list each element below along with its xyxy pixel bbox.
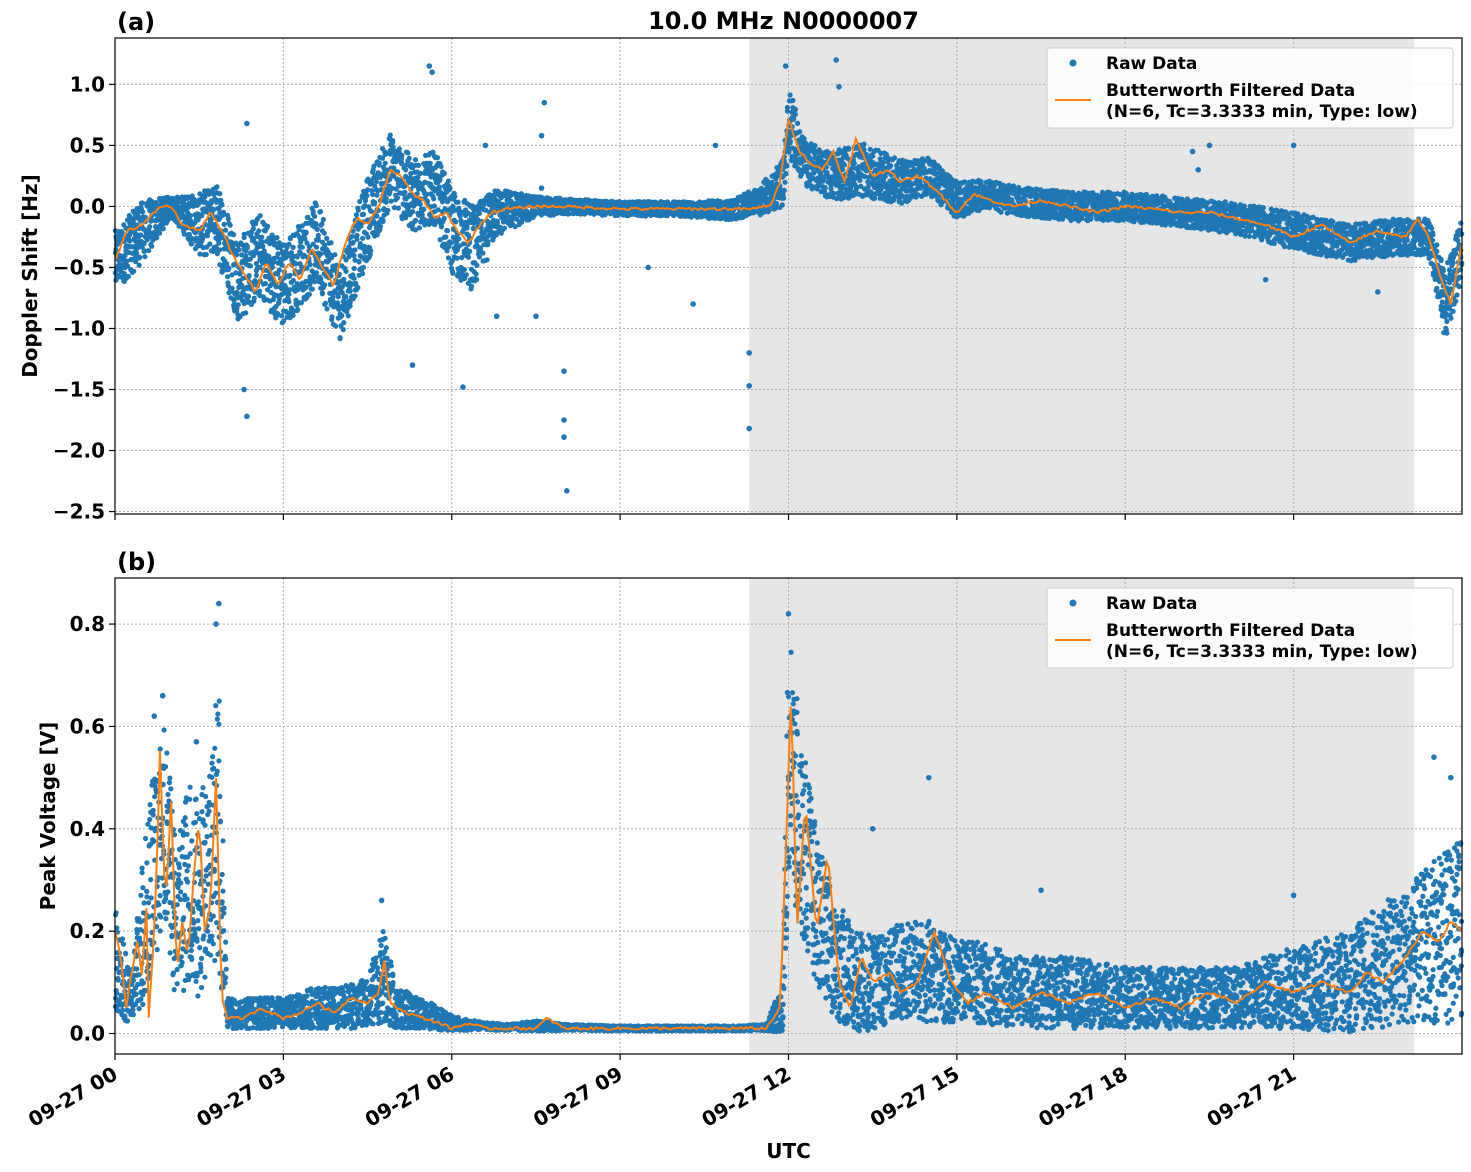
panel-b-raw-outlier-point (1290, 892, 1297, 899)
panel-a-ytick-label: −0.5 (53, 255, 105, 279)
panel-a-raw-outlier-point (645, 264, 651, 271)
panel-a-legend-filtered-params: (N=6, Tc=3.3333 min, Type: low) (1106, 102, 1418, 122)
panel-a-raw-outlier-point (1375, 289, 1381, 295)
panel-b-raw-outlier-point (216, 600, 222, 607)
panel-a-raw-outlier-point (782, 63, 789, 69)
panel-a-raw-outlier-point (1206, 142, 1213, 149)
panel-b-legend-filtered-label: Butterworth Filtered Data (1106, 621, 1355, 641)
panel-a-raw-outlier-point (1195, 167, 1202, 173)
panel-a-raw-outlier-point (746, 425, 753, 432)
panel-a-raw-outlier-point (244, 413, 250, 420)
panel-a-legend-filtered-label: Butterworth Filtered Data (1106, 81, 1355, 101)
panel-a-raw-outlier-point (1189, 148, 1196, 155)
panel-b-raw-outlier-point (193, 738, 200, 745)
panel-a-raw-outlier-point (533, 313, 539, 320)
panel-a-ytick-label: −2.5 (53, 500, 105, 524)
panel-a-raw-outlier-point (538, 132, 545, 139)
panel-a-raw-outlier-point (746, 383, 753, 389)
panel-a-raw-outlier-point (561, 417, 567, 423)
panel-b-ytick-label: 0.4 (70, 817, 105, 841)
panel-a-raw-outlier-point (538, 185, 545, 191)
panel-a-raw-data-series (112, 57, 1465, 494)
panel-b-raw-outlier-point (213, 621, 219, 627)
panel-a-ytick-label: 0.0 (70, 194, 105, 218)
panel-a-y-ticks: 1.0 0.5 0.0 −0.5 −1.0 −1.5 −2.0 −2.5 (53, 72, 115, 524)
panel-a-raw-outlier-point (561, 368, 567, 375)
panel-b-raw-outlier-point (1431, 754, 1437, 760)
panel-a-raw-outlier-point (541, 99, 548, 106)
panel-b-legend-raw-marker (1069, 599, 1077, 607)
panel-a-raw-outlier-point (426, 63, 433, 69)
panel-a: 1.0 0.5 0.0 −0.5 −1.0 −1.5 −2.0 −2.5 (a) 10.0 M… (18, 7, 1465, 524)
panel-b: 0.8 0.6 0.4 0.2 0.0 09-27 00 09-27 03 09-27 06… (24, 548, 1465, 1163)
panel-b-xtick-label: 09-27 21 (1203, 1062, 1301, 1132)
panel-a-raw-outlier-point (460, 384, 466, 390)
panel-b-raw-outlier-point (151, 713, 158, 719)
panel-b-legend-raw-label: Raw Data (1106, 594, 1197, 614)
panel-a-ytick-label: −2.0 (53, 439, 105, 463)
panel-a-raw-outlier-point (429, 69, 435, 75)
panel-a-raw-points (112, 92, 1465, 342)
panel-b-raw-outlier-point (1038, 887, 1044, 894)
panel-b-raw-data-series (112, 600, 1465, 1035)
panel-b-raw-points (112, 649, 1465, 1035)
panel-a-raw-outlier-point (561, 434, 567, 440)
panel-a-legend-box (1046, 47, 1454, 129)
panel-a-raw-outlier-point (244, 120, 250, 127)
panel-b-raw-outlier-point (869, 825, 876, 832)
panel-b-ytick-label: 0.6 (70, 714, 105, 738)
panel-b-raw-outlier-point (785, 611, 792, 617)
panel-b-xtick-label: 09-27 03 (192, 1062, 290, 1132)
panel-b-xtick-label: 09-27 06 (361, 1062, 459, 1132)
panel-a-raw-outlier-point (564, 488, 570, 494)
panel-a-ytick-label: −1.5 (53, 378, 105, 402)
panel-a-legend-raw-marker (1069, 59, 1077, 67)
panel-a-label: (a) (117, 8, 155, 36)
panel-b-x-ticks: 09-27 00 09-27 03 09-27 06 09-27 09 09-27 12… (24, 1054, 1300, 1132)
panel-a-legend-raw-label: Raw Data (1106, 54, 1197, 74)
panel-a-raw-outlier-point (833, 57, 840, 63)
panel-a-raw-outlier-point (746, 350, 753, 356)
panel-b-xtick-label: 09-27 09 (529, 1062, 627, 1132)
panel-b-label: (b) (117, 548, 156, 576)
panel-b-ytick-label: 0.8 (70, 612, 105, 636)
panel-a-raw-outlier-point (493, 313, 500, 320)
panel-a-raw-outlier-point (409, 362, 416, 368)
panel-a-ytick-label: 0.5 (70, 133, 105, 157)
panel-b-raw-outlier-point (159, 692, 166, 699)
panel-b-raw-outlier-point (926, 774, 932, 781)
x-axis-label: UTC (766, 1139, 811, 1163)
panel-b-y-axis-label: Peak Voltage [V] (36, 722, 60, 911)
panel-b-raw-outlier-point (378, 897, 385, 904)
panel-a-raw-outlier-point (836, 84, 842, 90)
panel-b-xtick-label: 09-27 18 (1034, 1062, 1132, 1132)
panel-a-filtered-series-line (114, 116, 1463, 305)
panel-b-ytick-label: 0.2 (70, 919, 105, 943)
panel-b-xtick-label: 09-27 15 (866, 1062, 964, 1132)
panel-a-y-axis-label: Doppler Shift [Hz] (18, 174, 42, 378)
panel-a-raw-outlier-point (690, 301, 696, 307)
panel-a-x-ticks (114, 514, 1295, 520)
panel-a-raw-outlier-point (241, 386, 247, 393)
panel-a-raw-outlier-point (1290, 142, 1297, 149)
panel-b-xtick-label: 09-27 00 (24, 1062, 122, 1132)
panel-a-raw-outlier-point (712, 142, 719, 149)
panel-a-ytick-label: 1.0 (70, 72, 105, 96)
chart-title: 10.0 MHz N0000007 (648, 7, 919, 35)
panel-b-legend-filtered-params: (N=6, Tc=3.3333 min, Type: low) (1106, 642, 1418, 662)
panel-a-ytick-label: −1.0 (53, 316, 105, 340)
panel-b-filtered-series-line (114, 706, 1463, 1032)
panel-a-raw-outlier-point (1262, 276, 1269, 283)
panel-a-raw-outlier-point (482, 142, 489, 149)
panel-a-legend: Raw Data Butterworth Filtered Data (N=6,… (1046, 47, 1454, 129)
panel-b-raw-outlier-point (1447, 774, 1454, 781)
panel-b-xtick-label: 09-27 12 (697, 1062, 795, 1132)
panel-b-ytick-label: 0.0 (70, 1022, 105, 1046)
panel-b-legend-box (1046, 587, 1454, 669)
panel-b-legend: Raw Data Butterworth Filtered Data (N=6,… (1046, 587, 1454, 669)
panel-b-y-ticks: 0.8 0.6 0.4 0.2 0.0 (70, 612, 115, 1046)
